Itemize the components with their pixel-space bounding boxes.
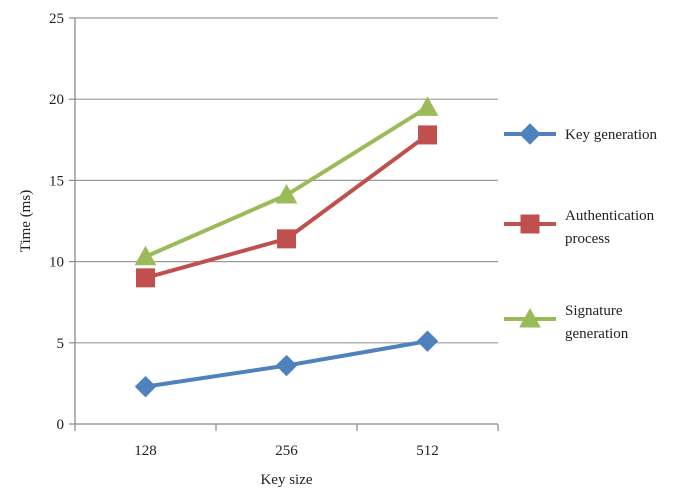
- y-axis-tick-labels: 0 5 10 15 20 25: [49, 11, 64, 433]
- legend: Key generation Authentication process Signa…: [504, 123, 658, 342]
- axes: [69, 17, 499, 431]
- legend-label: Signature: [565, 303, 623, 319]
- series-signature-generation: [134, 96, 439, 266]
- x-tick-label: 128: [134, 443, 157, 459]
- y-tick-label: 20: [49, 92, 64, 108]
- legend-marker: [520, 214, 540, 234]
- series-key-generation: [134, 330, 439, 398]
- x-tick-label: 512: [416, 443, 439, 459]
- legend-item-key-generation: Key generation: [504, 123, 658, 145]
- y-tick-label: 15: [49, 173, 64, 189]
- y-tick-label: 10: [49, 255, 64, 271]
- y-tick-label: 0: [57, 417, 65, 433]
- data-point-key-generation: [275, 354, 298, 377]
- legend-item-signature-generation: Signature generation: [504, 303, 629, 342]
- series-line-authentication-process: [144, 133, 429, 280]
- y-tick-label: 25: [49, 11, 64, 27]
- legend-label: generation: [565, 326, 629, 342]
- data-point-key-generation: [416, 330, 439, 352]
- legend-item-authentication-process: Authentication process: [504, 208, 655, 247]
- data-point-authentication-process: [277, 229, 296, 249]
- x-tick-label: 256: [275, 443, 298, 459]
- y-axis-label: Time (ms): [18, 190, 34, 252]
- legend-marker: [519, 123, 541, 145]
- legend-marker: [519, 307, 541, 328]
- legend-label: Authentication: [565, 208, 655, 224]
- y-tick-label: 5: [57, 336, 65, 352]
- x-axis-label: Key size: [260, 472, 312, 488]
- data-point-key-generation: [134, 375, 157, 398]
- x-axis-tick-labels: 128 256 512: [134, 443, 439, 459]
- legend-label: Key generation: [565, 127, 658, 143]
- legend-label: process: [565, 231, 610, 247]
- data-point-authentication-process: [136, 268, 155, 288]
- series-group: [134, 96, 439, 398]
- data-point-authentication-process: [418, 125, 437, 145]
- data-point-signature-generation: [416, 96, 439, 116]
- data-point-signature-generation: [275, 183, 298, 204]
- series-authentication-process: [136, 125, 437, 288]
- data-point-signature-generation: [134, 245, 157, 266]
- grid-lines: [75, 17, 498, 344]
